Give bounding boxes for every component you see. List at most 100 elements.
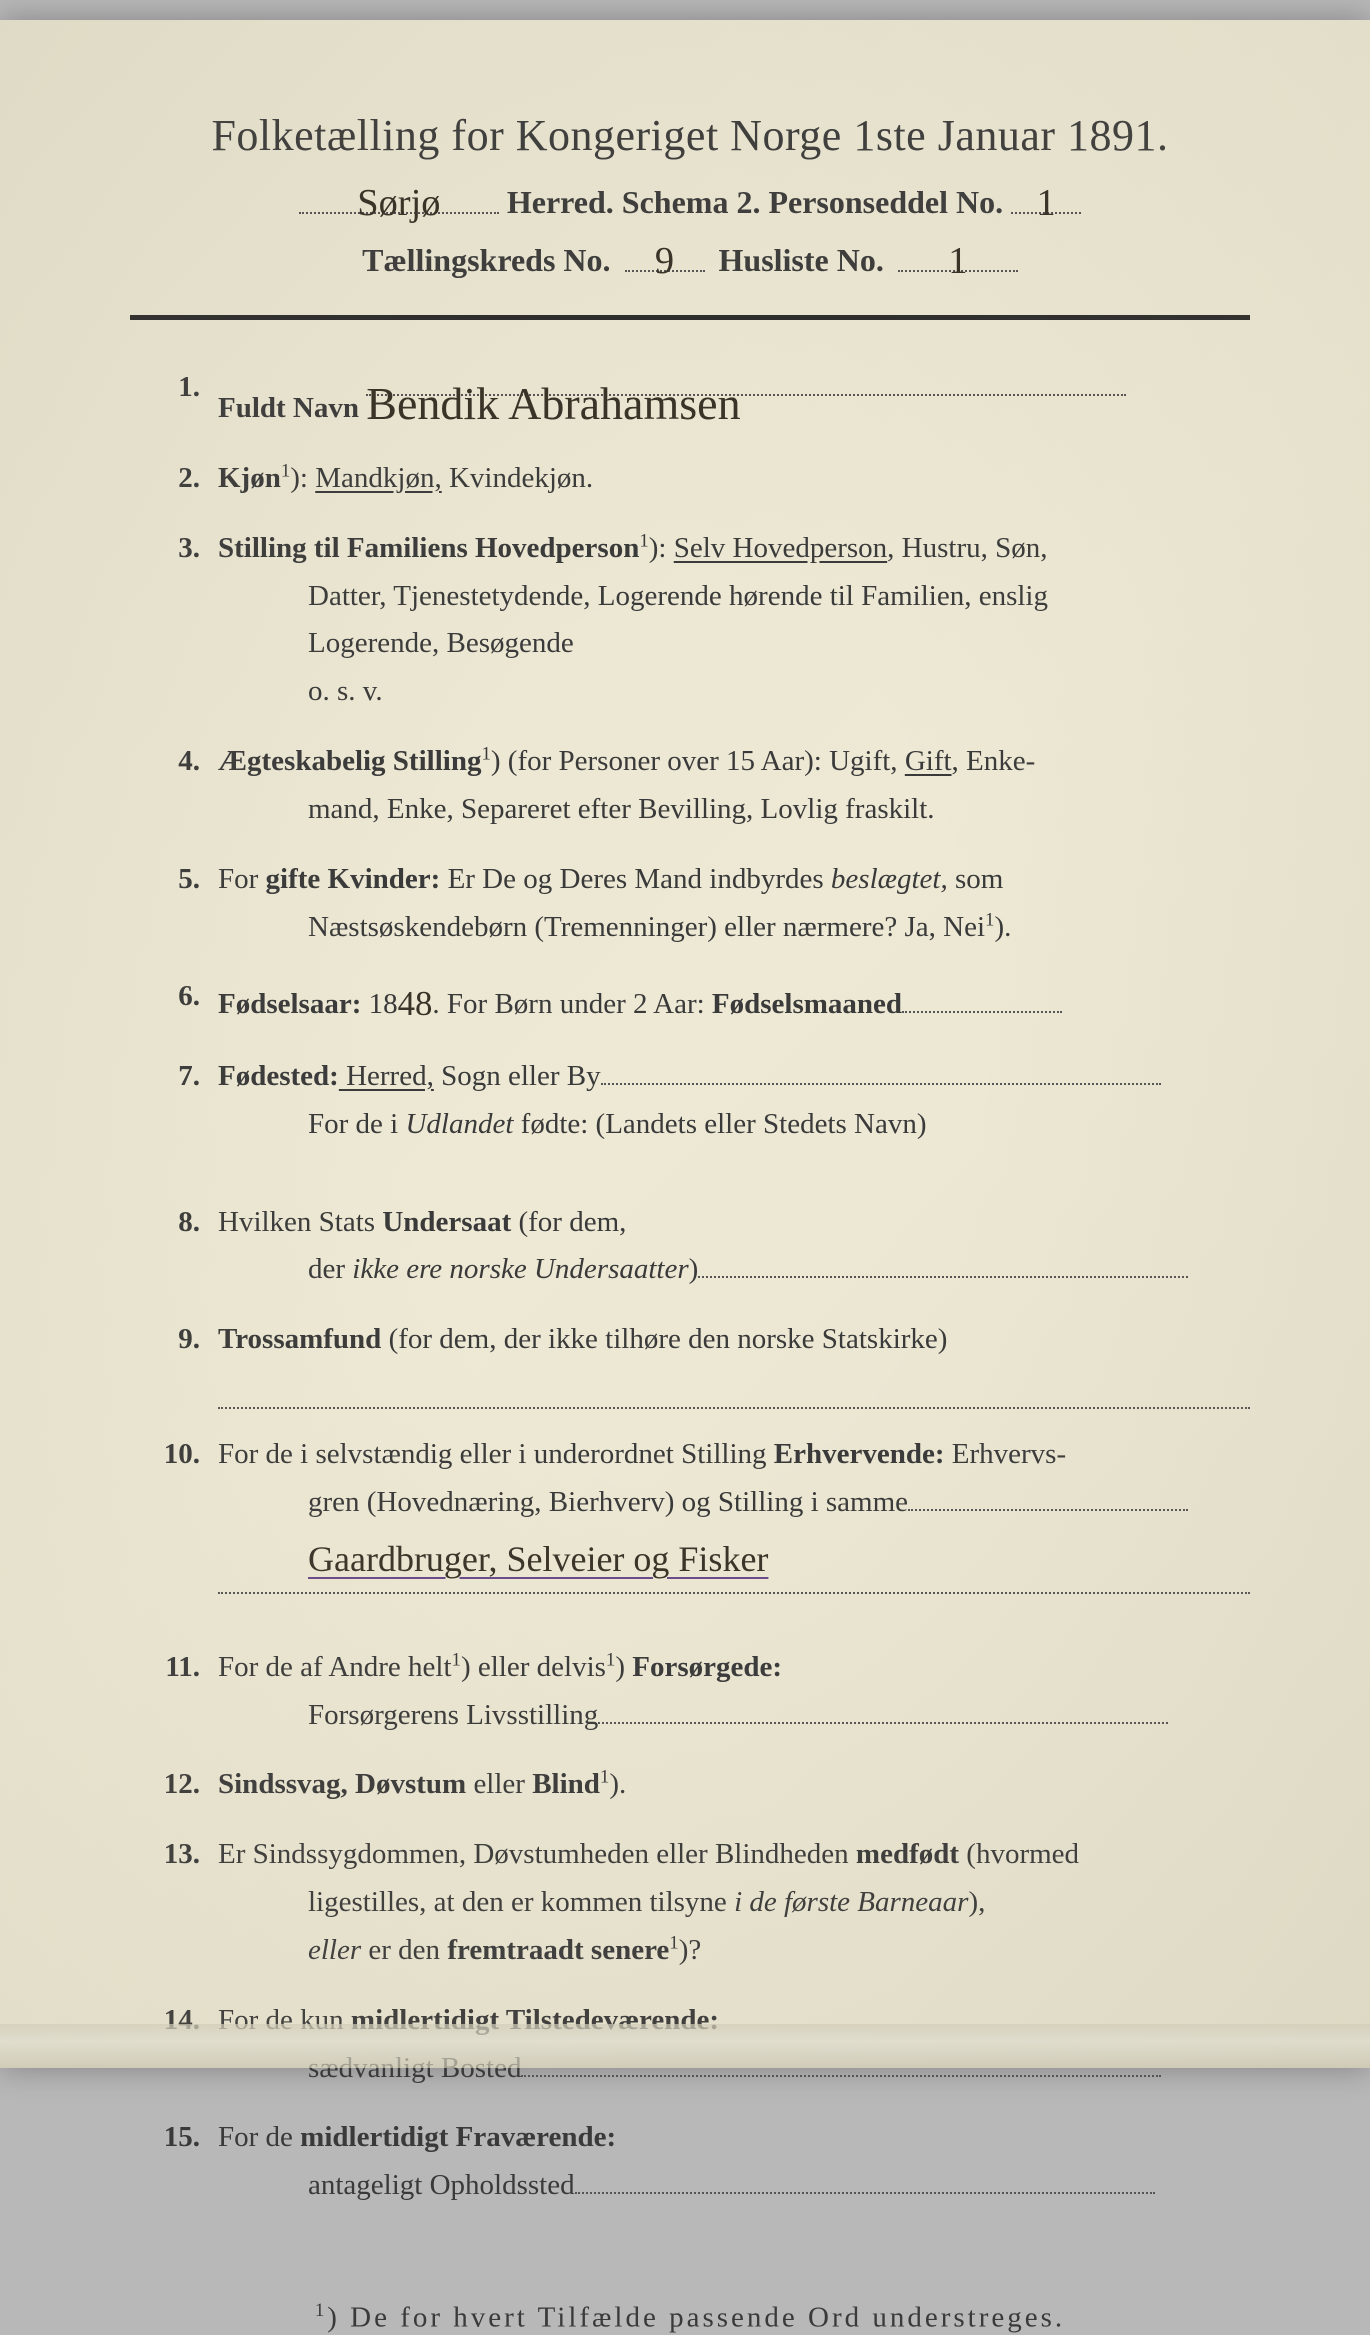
herred-label: Herred. xyxy=(507,184,614,221)
text: . For Børn under 2 Aar: xyxy=(432,988,712,1020)
item-body: Hvilken Stats Undersaat (for dem, der ik… xyxy=(218,1199,1250,1295)
personseddel-label: Personseddel No. xyxy=(768,184,1003,221)
item-body: Kjøn1): Mandkjøn, Kvindekjøn. xyxy=(218,455,1250,503)
husliste-label: Husliste No. xyxy=(719,242,884,279)
item-number: 15. xyxy=(150,2114,218,2162)
name-field: Bendik Abrahamsen xyxy=(366,364,1126,396)
item-8: 8. Hvilken Stats Undersaat (for dem, der… xyxy=(150,1199,1250,1295)
item-12: 12. Sindssvag, Døvstum eller Blind1). xyxy=(150,1761,1250,1809)
text-line: Forsørgerens Livsstilling xyxy=(218,1692,1250,1740)
text: ): xyxy=(290,462,315,494)
item-body: Ægteskabelig Stilling1) (for Personer ov… xyxy=(218,738,1250,834)
field-label: Kjøn xyxy=(218,462,281,494)
text-line: ligestilles, at den er kommen tilsyne i … xyxy=(218,1879,1250,1927)
item-9: 9. Trossamfund (for dem, der ikke tilhør… xyxy=(150,1316,1250,1408)
item-number: 3. xyxy=(150,525,218,573)
item-number: 12. xyxy=(150,1761,218,1809)
item-number: 1. xyxy=(150,364,218,412)
field-label: Stilling til Familiens Hovedperson xyxy=(218,532,639,564)
field-label: Fødested: xyxy=(218,1060,339,1092)
herred-value: Sørjø xyxy=(357,182,440,224)
text: Forsørgerens Livsstilling xyxy=(308,1699,598,1731)
text: , Hustru, Søn, xyxy=(887,532,1047,564)
personseddel-value: 1 xyxy=(1037,182,1056,224)
kreds-value: 9 xyxy=(655,240,674,282)
month-field xyxy=(902,984,1062,1013)
text: ) xyxy=(615,1651,632,1683)
name-value: Bendik Abrahamsen xyxy=(366,378,740,429)
field-label: Undersaat xyxy=(382,1206,511,1238)
text: Er De og Deres Mand indbyrdes xyxy=(440,863,831,895)
text: For de af Andre helt xyxy=(218,1651,452,1683)
text-line: Næstsøskendebørn (Tremenninger) eller næ… xyxy=(218,904,1250,952)
item-number: 11. xyxy=(150,1644,218,1692)
field-label: Trossamfund xyxy=(218,1323,381,1355)
text: er den xyxy=(361,1934,447,1966)
text: Hvilken Stats xyxy=(218,1206,382,1238)
personseddel-field: 1 xyxy=(1011,179,1081,214)
item-number: 7. xyxy=(150,1053,218,1101)
item-13: 13. Er Sindssygdommen, Døvstumheden elle… xyxy=(150,1831,1250,1975)
selected-option: Gift xyxy=(905,745,952,777)
text: 18 xyxy=(361,988,397,1020)
field-label: Fuldt Navn xyxy=(218,392,359,424)
item-number: 5. xyxy=(150,856,218,904)
item-4: 4. Ægteskabelig Stilling1) (for Personer… xyxy=(150,738,1250,834)
husliste-value: 1 xyxy=(948,240,967,282)
text: (hvormed xyxy=(959,1838,1079,1870)
schema-label: Schema 2. xyxy=(622,184,761,221)
separator-line xyxy=(130,315,1250,320)
item-number: 13. xyxy=(150,1831,218,1879)
item-number: 6. xyxy=(150,973,218,1021)
header-row-2: Tællingskreds No. 9 Husliste No. 1 xyxy=(130,237,1250,279)
text: eller xyxy=(466,1768,532,1800)
text: gren (Hovednæring, Bierhverv) og Stillin… xyxy=(308,1486,908,1518)
text: For de xyxy=(218,2121,300,2153)
footnote-text: ) De for hvert Tilfælde passende Ord und… xyxy=(327,2302,1065,2334)
field-label: fremtraadt senere xyxy=(447,1934,669,1966)
herred-field: Sørjø xyxy=(299,179,499,214)
text: For de i xyxy=(308,1108,405,1140)
text-italic: Udlandet xyxy=(405,1108,513,1140)
item-body: For de af Andre helt1) eller delvis1) Fo… xyxy=(218,1644,1250,1740)
header-row-1: Sørjø Herred. Schema 2. Personseddel No.… xyxy=(130,179,1250,221)
occupation-value: Gaardbruger, Selveier og Fisker xyxy=(218,1530,1250,1593)
field-label: medfødt xyxy=(856,1838,959,1870)
religion-field xyxy=(218,1368,1250,1409)
field-label: Erhvervende: xyxy=(774,1438,945,1470)
whereabouts-field xyxy=(575,2165,1155,2194)
form-title: Folketælling for Kongeriget Norge 1ste J… xyxy=(130,110,1250,161)
item-6: 6. Fødselsaar: 1848. For Børn under 2 Aa… xyxy=(150,973,1250,1030)
dotted-field xyxy=(908,1482,1188,1511)
item-7: 7. Fødested: Herred, Sogn eller By For d… xyxy=(150,1053,1250,1149)
kreds-label: Tællingskreds No. xyxy=(362,242,610,279)
selected-option: Herred, xyxy=(339,1060,434,1092)
birthplace-field xyxy=(601,1056,1161,1085)
husliste-field: 1 xyxy=(898,237,1018,272)
text: For de i selvstændig eller i underordnet… xyxy=(218,1438,774,1470)
text-line: der ikke ere norske Undersaatter) xyxy=(218,1246,1250,1294)
form-header: Folketælling for Kongeriget Norge 1ste J… xyxy=(130,110,1250,279)
item-body: For gifte Kvinder: Er De og Deres Mand i… xyxy=(218,856,1250,952)
text-italic: beslægtet, xyxy=(831,863,948,895)
item-number: 4. xyxy=(150,738,218,786)
provider-field xyxy=(598,1695,1168,1724)
text: som xyxy=(948,863,1004,895)
text-line: antageligt Opholdssted xyxy=(218,2162,1250,2210)
text: fødte: (Landets eller Stedets Navn) xyxy=(513,1108,926,1140)
item-5: 5. For gifte Kvinder: Er De og Deres Man… xyxy=(150,856,1250,952)
text-line: gren (Hovednæring, Bierhverv) og Stillin… xyxy=(218,1479,1250,1527)
text: , Enke- xyxy=(952,745,1036,777)
text-italic: ikke ere norske Undersaatter xyxy=(352,1253,688,1285)
text: For xyxy=(218,863,266,895)
text: Erhvervs- xyxy=(945,1438,1067,1470)
item-body: Stilling til Familiens Hovedperson1): Se… xyxy=(218,525,1250,716)
item-number: 9. xyxy=(150,1316,218,1364)
item-1: 1. Fuldt Navn Bendik Abrahamsen xyxy=(150,364,1250,433)
text: ): xyxy=(649,532,674,564)
field-label: midlertidigt Fraværende: xyxy=(300,2121,616,2153)
text: (for dem, der ikke tilhøre den norske St… xyxy=(381,1323,947,1355)
text: der xyxy=(308,1253,352,1285)
text: Sogn eller By xyxy=(434,1060,601,1092)
field-label: Fødselsaar: xyxy=(218,988,361,1020)
